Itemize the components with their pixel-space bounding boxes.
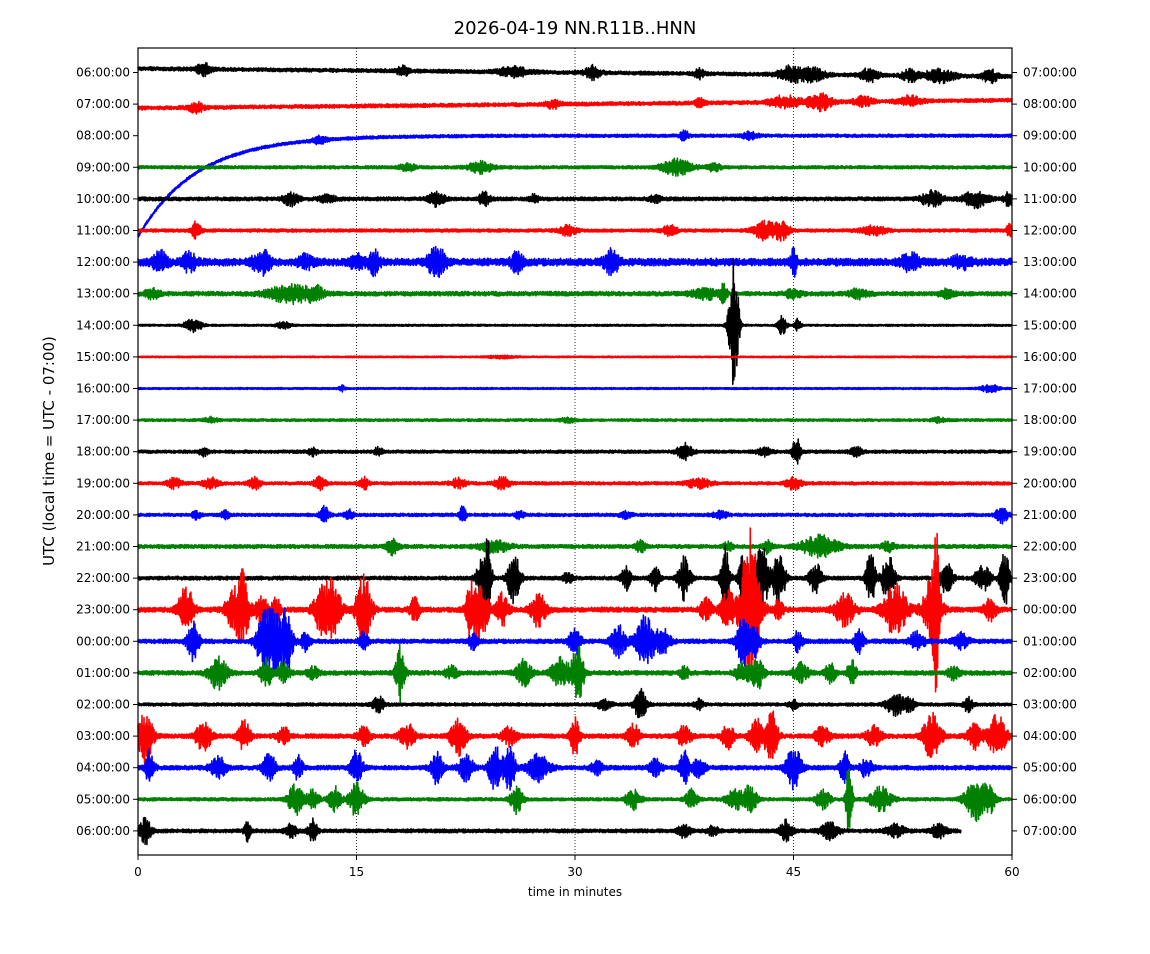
y-tick-label-right: 04:00:00 <box>1023 729 1077 743</box>
trace-line <box>137 157 1013 177</box>
y-tick-label-left: 15:00:00 <box>76 350 130 364</box>
y-tick-label-right: 05:00:00 <box>1023 761 1077 775</box>
y-tick-label-left: 22:00:00 <box>76 571 130 585</box>
trace-line <box>137 219 1013 242</box>
y-tick-label-left: 16:00:00 <box>76 382 130 396</box>
y-tick-label-left: 10:00:00 <box>76 192 130 206</box>
y-tick-label-right: 18:00:00 <box>1023 413 1077 427</box>
x-axis-label: time in minutes <box>528 885 622 899</box>
trace-line <box>137 188 1013 210</box>
y-axis-label: UTC (local time = UTC - 07:00) <box>40 336 58 566</box>
y-tick-label-left: 04:00:00 <box>76 761 130 775</box>
y-tick-label-left: 11:00:00 <box>76 224 130 238</box>
trace-line <box>137 129 1013 238</box>
x-tick-label: 15 <box>349 865 364 879</box>
y-tick-label-right: 22:00:00 <box>1023 540 1077 554</box>
y-tick-label-left: 08:00:00 <box>76 129 130 143</box>
trace-line <box>137 92 1013 115</box>
trace-line <box>137 282 1013 306</box>
y-tick-label-right: 19:00:00 <box>1023 445 1077 459</box>
trace-line <box>137 62 1013 85</box>
y-tick-label-right: 15:00:00 <box>1023 318 1077 332</box>
plot-frame <box>137 47 1013 856</box>
y-tick-label-right: 20:00:00 <box>1023 476 1077 490</box>
trace-line <box>137 538 1013 618</box>
y-tick-label-right: 03:00:00 <box>1023 698 1077 712</box>
trace-line <box>137 768 1013 830</box>
trace-line <box>137 710 1013 764</box>
y-tick-label-right: 13:00:00 <box>1023 255 1077 269</box>
trace-line <box>137 607 1013 681</box>
trace-line <box>137 258 1013 385</box>
y-tick-label-right: 17:00:00 <box>1023 382 1077 396</box>
trace-line <box>137 475 1013 492</box>
y-tick-label-right: 10:00:00 <box>1023 160 1077 174</box>
axes: 0 15 30 45 60 06:00:00 07:00:00 07:00:00 08:00:0… <box>76 66 1077 880</box>
y-tick-label-right: 07:00:00 <box>1023 66 1077 80</box>
y-tick-label-right: 14:00:00 <box>1023 287 1077 301</box>
x-tick-label: 45 <box>786 865 801 879</box>
y-tick-label-left: 21:00:00 <box>76 540 130 554</box>
y-tick-label-right: 00:00:00 <box>1023 603 1077 617</box>
y-tick-label-right: 06:00:00 <box>1023 792 1077 806</box>
y-tick-label-left: 05:00:00 <box>76 792 130 806</box>
y-tick-label-left: 03:00:00 <box>76 729 130 743</box>
trace-line <box>137 527 1013 693</box>
trace-line <box>137 245 1013 278</box>
y-tick-label-left: 18:00:00 <box>76 445 130 459</box>
y-tick-label-left: 00:00:00 <box>76 634 130 648</box>
y-tick-label-left: 06:00:00 <box>76 824 130 838</box>
x-tick-label: 60 <box>1004 865 1019 879</box>
y-tick-label-left: 09:00:00 <box>76 160 130 174</box>
trace-layer <box>137 62 1013 846</box>
y-tick-label-left: 12:00:00 <box>76 255 130 269</box>
y-tick-label-left: 19:00:00 <box>76 476 130 490</box>
trace-line <box>137 415 1013 425</box>
trace-line <box>137 504 1013 525</box>
y-tick-label-right: 23:00:00 <box>1023 571 1077 585</box>
y-tick-label-left: 01:00:00 <box>76 666 130 680</box>
y-tick-label-right: 07:00:00 <box>1023 824 1077 838</box>
trace-line <box>137 687 1013 719</box>
x-tick-label: 0 <box>134 865 142 879</box>
trace-line <box>137 816 962 846</box>
y-tick-label-right: 01:00:00 <box>1023 634 1077 648</box>
trace-line <box>137 384 1013 394</box>
y-tick-label-right: 08:00:00 <box>1023 97 1077 111</box>
trace-line <box>137 642 1013 704</box>
y-tick-label-left: 17:00:00 <box>76 413 130 427</box>
trace-line <box>137 438 1013 465</box>
y-tick-label-right: 02:00:00 <box>1023 666 1077 680</box>
x-tick-label: 30 <box>567 865 582 879</box>
y-tick-label-right: 11:00:00 <box>1023 192 1077 206</box>
trace-line <box>137 354 1013 360</box>
y-tick-label-right: 21:00:00 <box>1023 508 1077 522</box>
y-tick-label-left: 07:00:00 <box>76 97 130 111</box>
y-tick-label-left: 02:00:00 <box>76 698 130 712</box>
y-tick-label-right: 09:00:00 <box>1023 129 1077 143</box>
y-tick-label-left: 06:00:00 <box>76 66 130 80</box>
trace-line <box>137 745 1013 791</box>
y-tick-label-left: 14:00:00 <box>76 318 130 332</box>
y-tick-label-right: 16:00:00 <box>1023 350 1077 364</box>
y-tick-label-left: 20:00:00 <box>76 508 130 522</box>
y-tick-label-right: 12:00:00 <box>1023 224 1077 238</box>
y-tick-label-left: 13:00:00 <box>76 287 130 301</box>
y-tick-label-left: 23:00:00 <box>76 603 130 617</box>
chart-title: 2026-04-19 NN.R11B..HNN <box>454 18 697 39</box>
trace-line <box>137 533 1013 559</box>
